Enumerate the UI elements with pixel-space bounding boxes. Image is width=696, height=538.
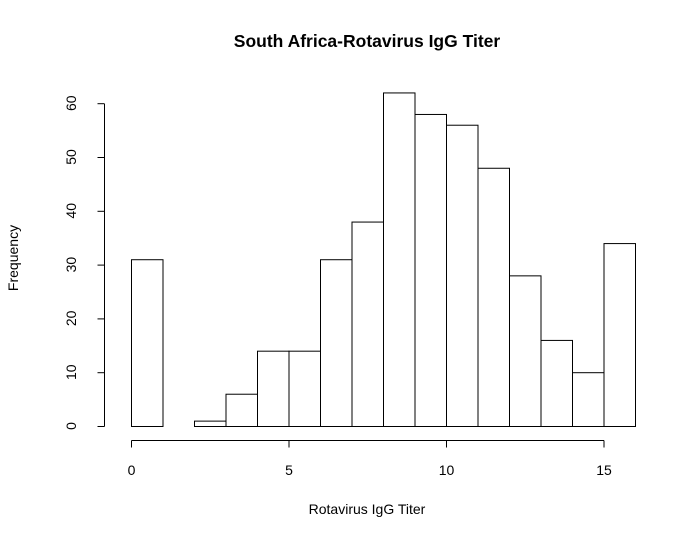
y-axis: 0 10 20 30 40 50 60 bbox=[63, 95, 105, 430]
histogram-bar bbox=[383, 92, 416, 427]
histogram-bar bbox=[131, 259, 164, 427]
histogram-bar bbox=[572, 372, 605, 428]
x-axis: 0 5 10 15 bbox=[128, 440, 612, 478]
histogram-bar bbox=[257, 350, 290, 427]
y-tick-label: 30 bbox=[63, 257, 79, 273]
x-tick-label: 0 bbox=[128, 462, 136, 478]
histogram-bar bbox=[351, 221, 384, 427]
y-tick-label: 10 bbox=[63, 364, 79, 380]
x-axis-label: Rotavirus IgG Titer bbox=[309, 501, 426, 517]
y-axis-label: Frequency bbox=[5, 225, 21, 291]
histogram-bar bbox=[288, 350, 321, 427]
x-tick-label: 10 bbox=[439, 462, 455, 478]
y-tick-label: 60 bbox=[63, 95, 79, 111]
histogram-bar bbox=[477, 167, 510, 427]
y-tick-label: 40 bbox=[63, 203, 79, 219]
histogram-bar bbox=[540, 339, 573, 428]
histogram-bar bbox=[446, 124, 479, 427]
histogram-bar bbox=[194, 420, 227, 427]
chart-title: South Africa-Rotavirus IgG Titer bbox=[234, 31, 501, 51]
histogram-bar bbox=[603, 243, 636, 427]
histogram-bar bbox=[225, 393, 258, 427]
y-tick-label: 50 bbox=[63, 149, 79, 165]
y-tick-label: 0 bbox=[63, 422, 79, 430]
x-tick-label: 15 bbox=[596, 462, 612, 478]
y-tick-label: 20 bbox=[63, 310, 79, 326]
histogram-bar bbox=[320, 259, 353, 427]
x-tick-label: 5 bbox=[285, 462, 293, 478]
histogram-bar bbox=[509, 275, 542, 427]
histogram-bar bbox=[414, 113, 447, 428]
bars-group bbox=[131, 92, 636, 428]
